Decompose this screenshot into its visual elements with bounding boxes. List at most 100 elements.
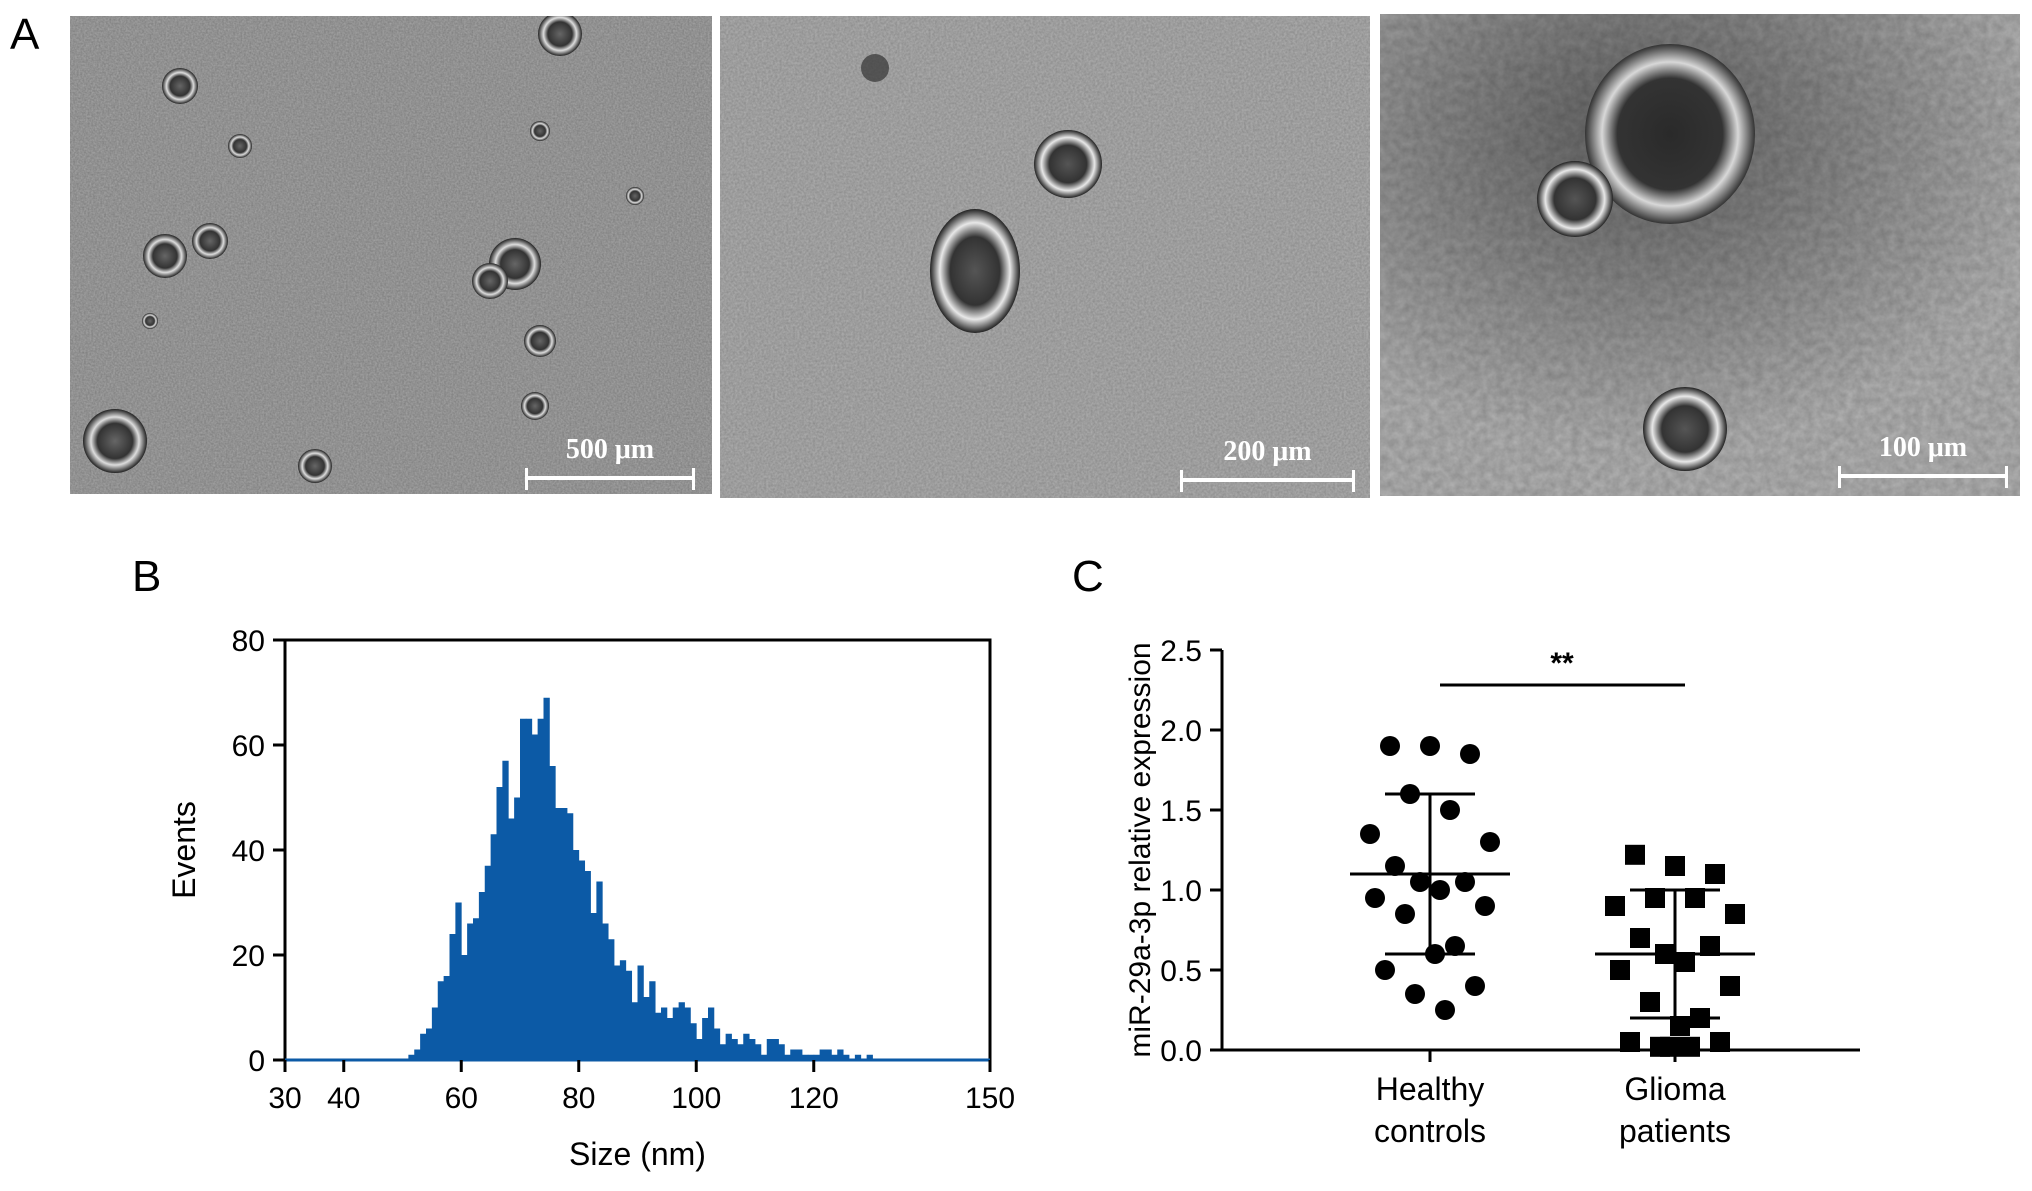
histogram-bar [625,970,633,1060]
histogram-bar [426,1028,433,1060]
significance-label: ** [1550,647,1574,680]
histogram-bar [414,1049,421,1060]
x-tick-label: 150 [965,1082,1015,1115]
glioma-patient-point [1675,952,1695,972]
vesicles-3 [1537,44,1755,471]
micrograph-3 [1380,14,2020,496]
vesicles-2 [861,54,1102,333]
histogram-bar [567,813,574,1060]
panel-b-letter: B [132,552,162,601]
y-tick-label: 1.0 [1160,875,1202,908]
healthy-control-point [1480,832,1500,852]
healthy-control-point [1410,872,1430,892]
histogram-bar [473,918,480,1060]
histogram-bar [584,871,591,1060]
histogram-bar [619,960,627,1060]
y-tick-label: 20 [232,940,265,973]
em-image-3: 100 μm [1380,14,2020,496]
y-axis-label: Events [166,801,202,899]
histogram-bar [719,1044,727,1060]
histogram-bar [743,1033,750,1060]
panel-c-letter: C [1072,552,1104,601]
x-tick-label: 30 [268,1082,301,1115]
healthy-control-point [1465,976,1485,996]
histogram-bar [449,934,456,1060]
histogram-bar [725,1033,732,1060]
histogram-bar [825,1049,832,1060]
histogram-bar [661,1007,668,1060]
histogram-bar [784,1054,791,1060]
x-tick-label: 40 [327,1082,360,1115]
histogram-bar [760,1054,768,1060]
x-tick-label: 80 [562,1082,595,1115]
healthy-control-point [1405,984,1425,1004]
category-label-line2: controls [1374,1113,1486,1149]
y-tick-label: 40 [232,835,265,868]
histogram-bar [713,1028,721,1060]
histogram-bar [431,1007,439,1060]
histogram-bar [778,1044,785,1060]
histogram-bar [772,1039,779,1060]
histogram-bar [678,1002,685,1060]
healthy-control-point [1460,744,1480,764]
histogram-bar [749,1039,756,1060]
histogram-bar [461,955,468,1060]
histogram-bar [484,865,492,1060]
y-tick-label: 2.5 [1160,635,1202,668]
histogram-bar [443,976,450,1060]
glioma-patient-point [1700,936,1720,956]
histogram-bar [655,1012,662,1060]
panel-a-letter: A [10,10,40,59]
healthy-control-point [1420,736,1440,756]
glioma-patient-point [1665,856,1685,876]
glioma-patient-point [1680,1036,1700,1057]
histogram-bar [690,1023,697,1060]
histogram-bar [708,1007,715,1060]
histogram-bar [755,1044,762,1060]
y-tick-label: 0 [248,1045,265,1078]
glioma-patient-point [1670,1016,1690,1036]
histogram-bar [520,718,527,1060]
histogram-bar [420,1033,427,1060]
histogram-bar [437,981,445,1060]
scale-bar-2: 200 μm [1180,436,1355,492]
glioma-patient-point [1685,888,1705,908]
healthy-control-point [1455,872,1475,892]
glioma-patient-point [1610,960,1630,980]
histogram-bar [702,1018,709,1060]
y-tick-label: 0.5 [1160,955,1202,988]
x-tick-label: 60 [445,1082,478,1115]
histogram-bar [596,881,603,1060]
y-tick-label: 60 [232,730,265,763]
histogram-bar [807,1054,815,1060]
histogram-bar [549,766,556,1060]
healthy-control-point [1440,800,1460,820]
glioma-patient-point [1660,1036,1680,1057]
category-label-line2: patients [1619,1113,1731,1149]
histogram-bar [614,965,621,1060]
histogram-bar [819,1049,826,1060]
glioma-patient-point [1690,1008,1710,1028]
histogram-bar [514,797,521,1060]
histogram-bar [408,1054,415,1060]
glioma-patient-point [1640,992,1660,1012]
histogram-bar [455,902,462,1060]
y-tick-label: 0.0 [1160,1035,1202,1068]
glioma-patient-point [1710,1032,1730,1052]
y-tick-label: 1.5 [1160,795,1202,828]
y-tick-label: 2.0 [1160,715,1202,748]
histogram-bar [684,1007,691,1060]
histogram-bar [672,1007,680,1060]
y-axis-label: miR-29a-3p relative expression [1124,642,1157,1057]
histogram-bar [508,818,515,1060]
histogram-bar [796,1049,803,1060]
histogram-bar [555,808,562,1060]
glioma-patient-point [1645,888,1665,908]
histogram-bar [843,1054,850,1060]
histogram-bar [649,981,656,1060]
em-image-2: 200 μm [720,16,1370,498]
histogram-bar [866,1054,873,1060]
glioma-patient-point [1705,864,1725,884]
category-label-line1: Healthy [1376,1071,1485,1107]
healthy-control-point [1435,1000,1455,1020]
